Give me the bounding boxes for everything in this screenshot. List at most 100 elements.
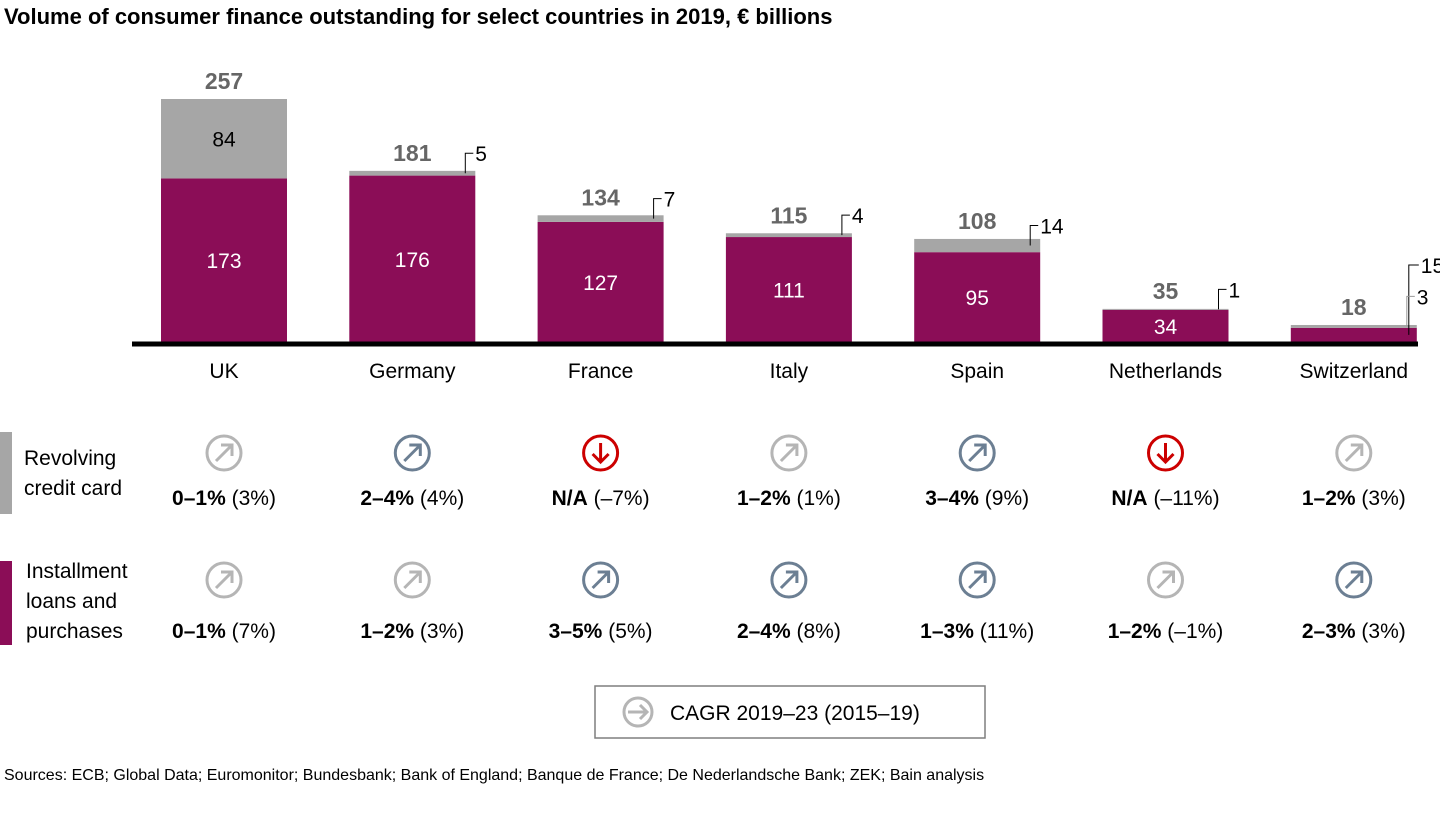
cagr-text: 1–2% (1%)	[737, 487, 841, 510]
cagr-historical: (9%)	[985, 487, 1029, 510]
total-label: 134	[581, 184, 620, 210]
cagr-historical: (1%)	[797, 487, 841, 510]
category-label: Spain	[950, 360, 1004, 383]
cagr-cell-revolving: 1–2% (3%)	[1302, 434, 1406, 510]
chart-title: Volume of consumer finance outstanding f…	[4, 4, 832, 29]
bar-group-netherlands: 35 34 1	[1102, 278, 1241, 342]
category-label: Switzerland	[1300, 360, 1409, 383]
cagr-text: 3–4% (9%)	[925, 487, 1029, 510]
value-label-revolving: 5	[475, 143, 487, 166]
category-labels: UK Germany France Italy Spain Netherlands Swit…	[209, 360, 1408, 383]
value-label-revolving: 1	[1229, 279, 1241, 302]
value-label-installment: 176	[395, 249, 430, 272]
callout-line	[1408, 264, 1419, 335]
total-label: 257	[205, 68, 243, 94]
cagr-forecast: 1–2%	[1302, 487, 1356, 510]
arrow-up-right-circle-icon	[1147, 561, 1184, 599]
cagr-cell-installment: 2–3% (3%)	[1302, 561, 1406, 643]
cagr-cell-revolving: 2–4% (4%)	[360, 434, 464, 510]
cagr-forecast: 1–2%	[1108, 620, 1162, 643]
cagr-cell-revolving: 1–2% (1%)	[737, 434, 841, 510]
cagr-text: 0–1% (3%)	[172, 487, 276, 510]
cagr-historical: (7%)	[232, 620, 276, 643]
legend-swatch-revolving	[0, 432, 12, 514]
cagr-forecast: 1–3%	[920, 620, 974, 643]
cagr-grid: 0–1% (3%) 0–1% (7%) 2–4% (4%) 1–2% (3%) N/A …	[172, 434, 1406, 643]
value-label-installment: 34	[1154, 316, 1178, 339]
cagr-legend-label: CAGR 2019–23 (2015–19)	[670, 702, 920, 725]
bar-group-france: 134 127 7	[537, 184, 676, 342]
bar-revolving	[1102, 308, 1229, 310]
cagr-cell-installment: 2–4% (8%)	[737, 561, 841, 643]
callout-line	[1406, 295, 1415, 327]
cagr-text: 1–3% (11%)	[920, 620, 1034, 643]
cagr-forecast: N/A	[1111, 487, 1147, 510]
callout-line	[841, 214, 850, 236]
cagr-cell-installment: 3–5% (5%)	[549, 561, 653, 643]
bar-installment	[725, 237, 852, 342]
total-label: 18	[1341, 294, 1367, 320]
callout-line	[1029, 225, 1039, 246]
callout-line	[653, 198, 662, 219]
cagr-cell-installment: 0–1% (7%)	[172, 561, 276, 643]
legend-swatch-installment	[0, 561, 12, 645]
cagr-historical: (–7%)	[594, 487, 650, 510]
bar-group-uk: 257 173 84	[161, 68, 287, 342]
cagr-text: N/A (–7%)	[552, 487, 650, 510]
bar-installment	[914, 252, 1041, 342]
value-label-installment: 15	[1421, 255, 1440, 278]
arrow-up-right-circle-icon	[393, 561, 431, 599]
arrow-up-right-circle-icon	[393, 434, 431, 472]
cagr-forecast: 1–2%	[737, 487, 791, 510]
cagr-cell-revolving: N/A (–7%)	[552, 434, 650, 510]
bar-installment	[537, 221, 664, 342]
cagr-forecast: 3–5%	[549, 620, 603, 643]
cagr-text: 3–5% (5%)	[549, 620, 653, 643]
total-label: 115	[770, 202, 807, 228]
cagr-forecast: 2–4%	[360, 487, 414, 510]
total-label: 108	[958, 208, 997, 234]
bar-installment	[1102, 309, 1229, 342]
bar-revolving	[914, 238, 1041, 253]
value-label-revolving: 14	[1040, 216, 1064, 239]
cagr-cell-installment: 1–2% (3%)	[360, 561, 464, 643]
sources-note: Sources: ECB; Global Data; Euromonitor; …	[4, 767, 984, 784]
cagr-text: 2–3% (3%)	[1302, 620, 1406, 643]
cagr-forecast: N/A	[552, 487, 588, 510]
legend-label-revolving-2: credit card	[24, 477, 122, 500]
total-label: 35	[1153, 278, 1179, 304]
cagr-historical: (3%)	[1361, 487, 1405, 510]
category-label: Italy	[770, 360, 809, 383]
arrow-up-right-circle-icon	[582, 561, 620, 599]
bar-group-switzerland: 18 15 3	[1290, 255, 1440, 342]
bar-revolving	[1290, 324, 1417, 328]
category-label: Netherlands	[1109, 360, 1222, 383]
cagr-historical: (–11%)	[1153, 487, 1219, 510]
bar-revolving	[161, 99, 287, 179]
cagr-historical: (3%)	[420, 620, 464, 643]
value-label-revolving: 84	[212, 129, 236, 152]
bar-installment	[1290, 327, 1417, 342]
cagr-historical: (11%)	[980, 620, 1034, 643]
cagr-legend-box: CAGR 2019–23 (2015–19)	[594, 685, 986, 739]
value-label-revolving: 7	[664, 189, 676, 212]
cagr-cell-revolving: N/A (–11%)	[1111, 434, 1220, 510]
arrow-up-right-circle-icon	[958, 434, 996, 472]
category-label: UK	[209, 360, 238, 383]
cagr-forecast: 0–1%	[172, 620, 226, 643]
total-label: 181	[393, 140, 432, 166]
bar-group-italy: 115 111 4	[725, 202, 864, 342]
category-label: France	[568, 360, 633, 383]
arrow-up-right-circle-icon	[205, 434, 243, 472]
cagr-forecast: 2–4%	[737, 620, 791, 643]
cagr-cell-revolving: 0–1% (3%)	[172, 434, 276, 510]
arrow-up-right-circle-icon	[1335, 561, 1373, 599]
cagr-historical: (3%)	[1361, 620, 1405, 643]
arrow-right-circle-icon	[622, 696, 654, 728]
bar-revolving	[725, 233, 852, 238]
cagr-forecast: 1–2%	[360, 620, 414, 643]
value-label-installment: 111	[773, 280, 805, 303]
arrow-up-right-circle-icon	[770, 561, 808, 599]
legend-label-installment-1: Installment	[26, 560, 128, 583]
